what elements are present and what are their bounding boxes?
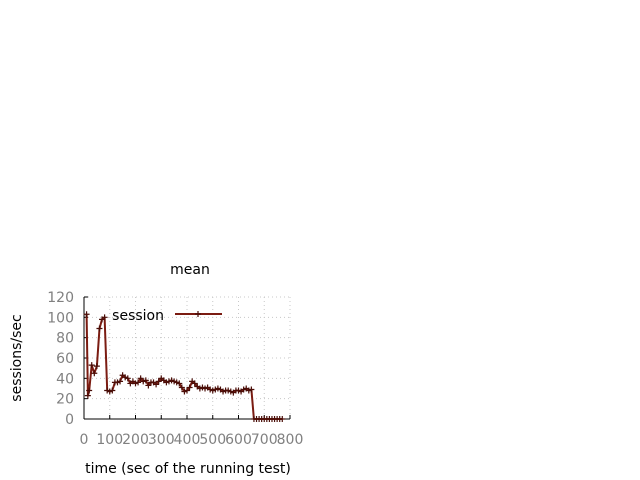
data-point [178, 384, 185, 391]
y-tick-label: 120 [47, 290, 74, 306]
data-point [135, 379, 142, 386]
data-point [279, 416, 286, 422]
y-tick-label: 100 [47, 310, 74, 326]
data-point [83, 311, 90, 318]
x-tick-label: 600 [225, 432, 252, 448]
data-point [191, 380, 198, 387]
data-point [124, 375, 131, 382]
x-tick-label: 400 [174, 432, 201, 448]
x-tick-label: 700 [251, 432, 278, 448]
data-point [248, 386, 255, 393]
data-point [184, 387, 190, 394]
data-point [109, 387, 116, 394]
data-point [88, 362, 95, 369]
chart-title: mean [170, 262, 210, 278]
y-tick-label: 20 [56, 392, 74, 408]
y-tick-label: 0 [65, 412, 74, 428]
series-layer [83, 311, 286, 422]
legend-marker [195, 311, 201, 317]
x-ticks: 0 100 200 300 400 500 600 700 800 [80, 415, 304, 448]
x-tick-label: 0 [80, 432, 89, 448]
x-tick-label: 300 [148, 432, 175, 448]
y-ticks: 0 20 40 60 80 100 120 [47, 290, 88, 428]
y-axis-label: sessions/sec [9, 314, 25, 401]
grid [84, 296, 291, 419]
data-point [153, 381, 160, 388]
data-point [86, 387, 93, 394]
data-point [84, 392, 91, 399]
x-tick-label: 800 [277, 432, 304, 448]
x-tick-label: 200 [122, 432, 149, 448]
series-line [85, 314, 283, 420]
data-point [93, 363, 100, 370]
data-point [142, 377, 149, 384]
y-tick-label: 60 [56, 351, 74, 367]
y-tick-label: 80 [56, 331, 74, 347]
data-point [186, 384, 193, 391]
data-point [101, 314, 108, 321]
data-point [155, 378, 162, 385]
x-axis-label: time (sec of the running test) [85, 461, 291, 477]
legend-label: session [112, 308, 164, 324]
x-tick-label: 100 [96, 432, 123, 448]
data-point [137, 375, 144, 382]
data-point [91, 370, 98, 377]
x-tick-label: 500 [199, 432, 226, 448]
y-tick-label: 40 [56, 371, 74, 387]
data-point [145, 382, 152, 389]
legend: session [112, 308, 222, 324]
data-point [176, 380, 183, 387]
data-point [96, 325, 103, 332]
data-point [117, 378, 124, 385]
